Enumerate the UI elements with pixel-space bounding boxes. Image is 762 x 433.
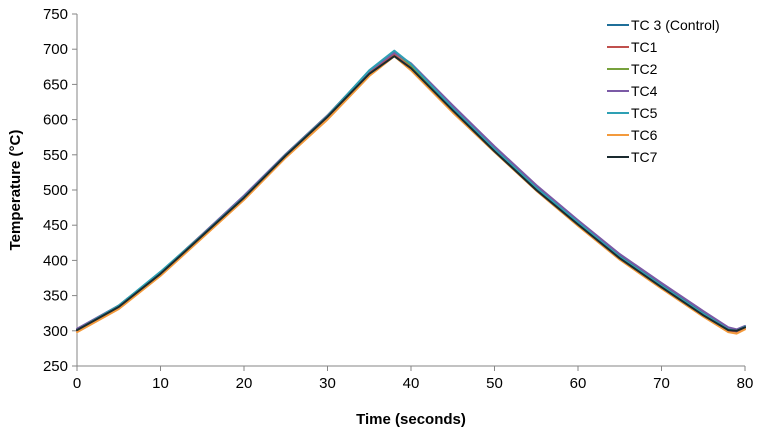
legend-label: TC6: [631, 127, 658, 143]
y-tick-label: 300: [43, 323, 68, 340]
legend: TC 3 (Control) TC1 TC2 TC4 TC5 TC6 TC7: [607, 17, 720, 165]
x-tick-label: 50: [486, 375, 503, 392]
x-tick-label: 20: [236, 375, 253, 392]
x-tick-label: 80: [737, 375, 754, 392]
series-group: [76, 49, 746, 335]
y-tick-label: 500: [43, 182, 68, 199]
x-tick-label: 70: [653, 375, 670, 392]
x-axis: 0 10 20 30 40 50 60 70 80: [73, 365, 754, 392]
y-tick-label: 350: [43, 288, 68, 305]
x-tick-label: 10: [152, 375, 169, 392]
x-tick-label: 30: [319, 375, 336, 392]
y-axis-title: Temperature (°C): [7, 130, 24, 251]
y-tick-label: 400: [43, 252, 68, 269]
series-line-7: [76, 55, 746, 332]
legend-label: TC7: [631, 149, 658, 165]
x-tick-label: 60: [570, 375, 587, 392]
y-tick-label: 700: [43, 41, 68, 58]
legend-label: TC4: [631, 83, 658, 99]
legend-label: TC2: [631, 61, 658, 77]
x-axis-title: Time (seconds): [356, 411, 466, 428]
legend-label: TC 3 (Control): [631, 17, 720, 33]
y-tick-label: 550: [43, 147, 68, 164]
y-tick-label: 250: [43, 358, 68, 375]
x-tick-label: 0: [73, 375, 81, 392]
y-tick-label: 650: [43, 76, 68, 93]
y-tick-label: 750: [43, 6, 68, 23]
y-axis: 250 300 350 400 450 500 550 600 650 700 750: [43, 6, 78, 375]
y-tick-label: 600: [43, 112, 68, 129]
legend-label: TC1: [631, 39, 658, 55]
x-tick-label: 40: [403, 375, 420, 392]
series-line-6: [76, 55, 746, 335]
y-tick-label: 450: [43, 217, 68, 234]
legend-label: TC5: [631, 105, 658, 121]
